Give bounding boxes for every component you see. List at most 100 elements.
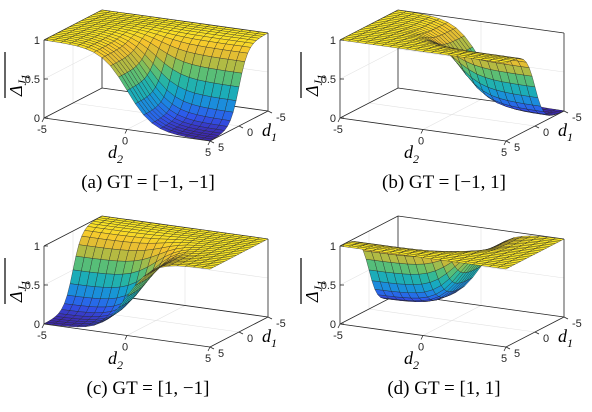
z-axis-label: ΔJ1 [300, 258, 328, 304]
y-tick-label: 5 [514, 142, 520, 154]
z-label-text: ΔJ1 [6, 280, 32, 303]
y-tick-label: 5 [218, 348, 224, 360]
z-tick-label: 1 [34, 241, 40, 253]
x-ticks: -5 0 5 [333, 323, 507, 365]
x-tick-label: -5 [37, 330, 47, 342]
surface-patch [497, 266, 510, 270]
z-tick-label: 1 [34, 35, 40, 47]
x-tick-label: 5 [501, 147, 507, 159]
surface [43, 9, 269, 141]
x-tick-mark [503, 140, 507, 146]
x-axis-label: d2 [108, 348, 123, 372]
subplot-d: 0 0.5 1 -5 0 5 -5 0 5 d2 d1 ΔJ1 (d) GT = [1, 1] [296, 206, 592, 412]
x-tick-label: 5 [205, 353, 211, 365]
y-axis-label: d1 [558, 120, 573, 144]
x-tick-label: 5 [205, 147, 211, 159]
z-ticks: 00.51 [321, 241, 344, 331]
grid-line [339, 293, 565, 325]
y-tick-label: -5 [572, 112, 582, 124]
y-tick-mark [505, 140, 511, 144]
y-tick-label: -5 [276, 318, 286, 330]
z-tick-label: 1 [330, 241, 336, 253]
x-tick-mark [420, 335, 424, 340]
x-tick-label: -5 [37, 124, 47, 136]
y-ticks: -5 0 5 [505, 110, 582, 154]
y-tick-label: 0 [247, 333, 253, 345]
surface-patch [497, 60, 510, 64]
subplot-c: 0 0.5 1 -5 0 5 -5 0 5 d2 d1 ΔJ1 (c) GT = [1, −1] [0, 206, 296, 412]
y-tick-label: -5 [572, 318, 582, 330]
x-tick-mark [337, 117, 341, 123]
caption-d: (d) GT = [1, 1] [387, 378, 501, 399]
surface [339, 235, 565, 302]
y-tick-mark [238, 331, 244, 335]
y-axis-label: d1 [262, 120, 277, 144]
z-ticks: 00.51 [25, 35, 48, 125]
x-tick-label: 0 [418, 136, 424, 148]
z-tick-label: 0 [34, 113, 40, 125]
x-tick-label: 0 [122, 136, 128, 148]
y-tick-label: 5 [514, 348, 520, 360]
y-tick-label: 0 [543, 127, 549, 139]
x-tick-mark [207, 346, 211, 352]
y-tick-mark [238, 125, 244, 129]
z-label-text: ΔJ1 [302, 74, 328, 97]
z-tick-label: 0.5 [25, 280, 40, 292]
z-ticks: 00.51 [25, 241, 48, 331]
y-tick-label: 5 [218, 142, 224, 154]
x-tick-mark [337, 323, 341, 329]
z-tick-label: 0.5 [25, 74, 40, 86]
x-tick-label: 0 [122, 342, 128, 354]
y-tick-label: 0 [247, 127, 253, 139]
x-tick-mark [124, 335, 128, 340]
x-axis-label: d2 [404, 142, 419, 166]
z-axis-label: ΔJ1 [4, 258, 32, 304]
y-tick-mark [267, 110, 273, 114]
x-tick-label: 5 [501, 353, 507, 365]
x-ticks: -5 0 5 [333, 117, 507, 159]
x-tick-mark [420, 129, 424, 134]
x-axis-label: d2 [404, 348, 419, 372]
grid-line [368, 308, 536, 333]
x-ticks: -5 0 5 [37, 323, 211, 365]
x-tick-mark [503, 346, 507, 352]
z-label-text: ΔJ1 [302, 280, 328, 303]
x-tick-mark [207, 140, 211, 146]
x-tick-mark [124, 129, 128, 134]
z-tick-label: 0 [330, 319, 336, 331]
y-tick-mark [534, 331, 540, 335]
subplot-b: 0 0.5 1 -5 0 5 -5 0 5 d2 d1 ΔJ1 (b) GT = [−1, 1] [296, 0, 592, 206]
caption-b: (b) GT = [−1, 1] [382, 172, 506, 193]
z-axis-label: ΔJ1 [300, 52, 328, 98]
z-ticks: 00.51 [321, 35, 344, 125]
z-tick-label: 0.5 [321, 280, 336, 292]
y-tick-mark [267, 316, 273, 320]
z-label-text: ΔJ1 [6, 74, 32, 97]
floor-back-edge [339, 293, 565, 325]
y-axis-label: d1 [558, 326, 573, 350]
y-ticks: -5 0 5 [209, 316, 286, 360]
x-axis-label: d2 [108, 142, 123, 166]
x-tick-mark [41, 323, 45, 329]
z-tick-label: 1 [330, 35, 336, 47]
y-tick-mark [563, 110, 569, 114]
y-ticks: -5 0 5 [505, 316, 582, 360]
x-ticks: -5 0 5 [37, 117, 211, 159]
surface [339, 9, 565, 116]
z-tick-label: 0 [34, 319, 40, 331]
x-tick-label: -5 [333, 124, 343, 136]
y-tick-label: -5 [276, 112, 286, 124]
subplot-a: 0 0.5 1 -5 0 5 -5 0 5 d2 d1 ΔJ1 (a) GT = [−1, −1] [0, 0, 296, 206]
y-tick-mark [534, 125, 540, 129]
x-tick-label: 0 [418, 342, 424, 354]
caption-a: (a) GT = [−1, −1] [81, 172, 215, 193]
y-tick-label: 0 [543, 333, 549, 345]
x-tick-mark [41, 117, 45, 123]
y-axis-label: d1 [262, 326, 277, 350]
y-tick-mark [563, 316, 569, 320]
z-tick-label: 0.5 [321, 74, 336, 86]
surface [43, 215, 269, 328]
